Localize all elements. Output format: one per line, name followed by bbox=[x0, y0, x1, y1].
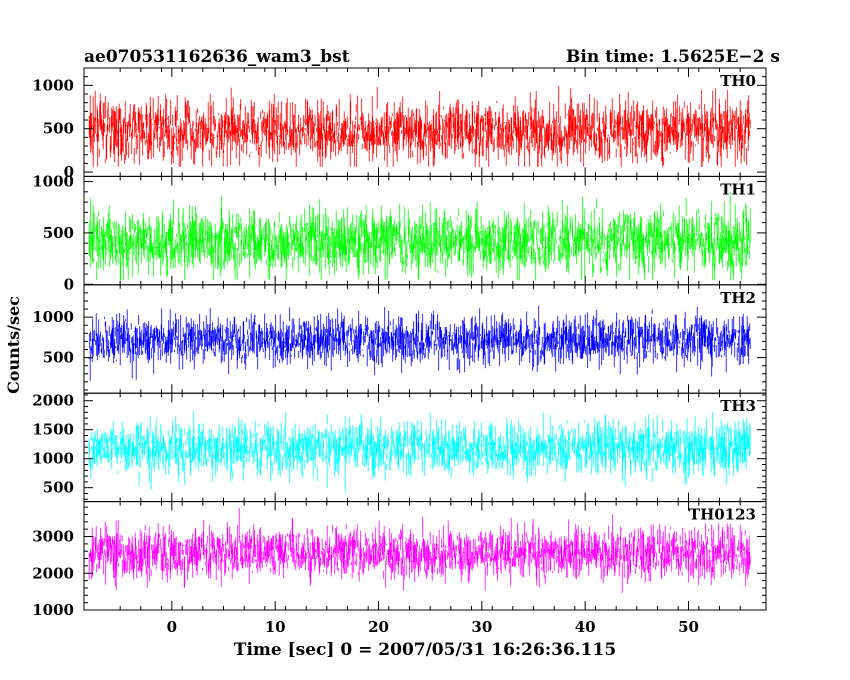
y-tick-label: 500 bbox=[43, 224, 74, 242]
panel-th2: 500 1000 TH2 bbox=[32, 284, 767, 394]
panel-th3: 500 1000 1500 2000 TH3 bbox=[32, 392, 767, 503]
y-tick-label: 0 bbox=[64, 163, 74, 181]
panel-name-label: TH2 bbox=[720, 289, 756, 307]
y-axis-label: Counts/sec bbox=[4, 296, 23, 394]
series-th2 bbox=[88, 305, 751, 381]
x-tick-label: 20 bbox=[368, 618, 389, 636]
panel-frame bbox=[83, 175, 767, 286]
y-tick-label: 500 bbox=[43, 120, 74, 138]
bin-time-label: Bin time: 1.5625E−2 s bbox=[566, 47, 780, 67]
x-axis-label: Time [sec] 0 = 2007/05/31 16:26:36.115 bbox=[234, 640, 616, 660]
series-th0123 bbox=[88, 507, 751, 594]
series-th0 bbox=[88, 85, 751, 167]
panel-name-label: TH3 bbox=[720, 397, 756, 415]
chart-title: ae070531162636_wam3_bst bbox=[84, 47, 350, 67]
panel-name-label: TH1 bbox=[720, 180, 756, 198]
y-tick-label: 2000 bbox=[32, 564, 74, 582]
y-tick-label: 1000 bbox=[32, 601, 74, 619]
y-tick-label: 0 bbox=[64, 275, 74, 293]
y-tick-label: 1000 bbox=[32, 76, 74, 94]
panel-name-label: TH0 bbox=[720, 72, 756, 90]
panel-th0: 0 500 1000 TH0 bbox=[32, 67, 767, 181]
panel-th1: 0 500 1000 TH1 bbox=[32, 173, 767, 293]
panel-th0123: 1000 2000 3000 TH0123 bbox=[32, 501, 767, 619]
y-tick-label: 500 bbox=[43, 479, 74, 497]
x-tick-label: 40 bbox=[575, 618, 596, 636]
y-tick-label: 1000 bbox=[32, 308, 74, 326]
y-tick-label: 2000 bbox=[32, 392, 74, 410]
y-tick-label: 1000 bbox=[32, 173, 74, 191]
x-tick-label: 0 bbox=[167, 618, 177, 636]
x-tick-label: 10 bbox=[265, 618, 286, 636]
x-tick-label: 50 bbox=[678, 618, 699, 636]
panel-frame bbox=[83, 501, 767, 611]
y-tick-label: 1000 bbox=[32, 450, 74, 468]
y-tick-label: 500 bbox=[43, 349, 74, 367]
series-th3 bbox=[88, 410, 751, 494]
panel-name-label: TH0123 bbox=[689, 506, 756, 524]
series-th1 bbox=[88, 192, 751, 281]
x-tick-label: 30 bbox=[471, 618, 492, 636]
y-tick-label: 1500 bbox=[32, 421, 74, 439]
y-tick-label: 3000 bbox=[32, 528, 74, 546]
